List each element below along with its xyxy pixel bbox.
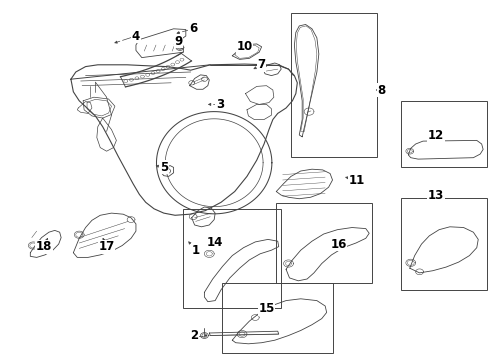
- Text: 11: 11: [348, 174, 365, 186]
- Text: 5: 5: [160, 161, 167, 174]
- Bar: [183, 209, 281, 308]
- Text: 6: 6: [189, 22, 197, 35]
- Bar: [222, 283, 332, 353]
- Text: 2: 2: [190, 329, 198, 342]
- Text: 18: 18: [36, 240, 52, 253]
- Bar: [290, 13, 376, 157]
- Text: 8: 8: [377, 84, 385, 96]
- Text: 3: 3: [216, 98, 224, 111]
- Text: 13: 13: [427, 189, 444, 202]
- Text: 7: 7: [257, 58, 265, 71]
- Bar: [400, 101, 486, 167]
- Bar: [276, 203, 371, 283]
- Text: 9: 9: [174, 35, 182, 48]
- Text: 17: 17: [98, 240, 115, 253]
- Bar: [400, 198, 486, 290]
- Text: 10: 10: [236, 40, 252, 53]
- Text: 15: 15: [258, 302, 274, 315]
- Text: 16: 16: [329, 238, 346, 251]
- Text: 1: 1: [191, 244, 199, 257]
- Text: 4: 4: [132, 30, 140, 42]
- Text: 12: 12: [427, 129, 444, 141]
- Text: 14: 14: [206, 237, 223, 249]
